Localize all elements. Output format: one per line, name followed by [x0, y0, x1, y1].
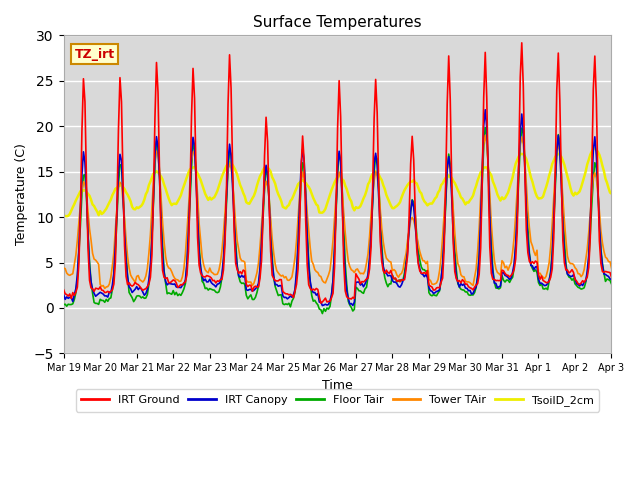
TsoilD_2cm [591, 145, 598, 151]
IRT Canopy [162, 278, 170, 284]
IRT Canopy [404, 248, 412, 254]
IRT Ground [392, 275, 399, 281]
IRT Canopy [75, 246, 83, 252]
IRT Ground [75, 261, 83, 266]
Floor Tair [60, 302, 67, 308]
Line: IRT Canopy: IRT Canopy [63, 110, 612, 306]
Tower TAir [75, 220, 83, 226]
Floor Tair [162, 280, 170, 286]
TsoilD_2cm [403, 184, 410, 190]
TsoilD_2cm [75, 192, 83, 197]
Floor Tair [608, 281, 616, 287]
Tower TAir [373, 173, 381, 179]
TsoilD_2cm [162, 186, 170, 192]
IRT Ground [162, 276, 170, 281]
Floor Tair [75, 249, 83, 255]
IRT Canopy [544, 281, 552, 287]
Floor Tair [404, 242, 412, 248]
IRT Ground [404, 252, 412, 258]
Floor Tair [544, 287, 552, 292]
Floor Tair [373, 156, 381, 162]
Tower TAir [101, 286, 109, 291]
TsoilD_2cm [372, 168, 380, 174]
IRT Ground [373, 110, 381, 116]
Title: Surface Temperatures: Surface Temperatures [253, 15, 422, 30]
Floor Tair [319, 311, 326, 316]
Tower TAir [163, 262, 171, 268]
IRT Canopy [373, 162, 381, 168]
Legend: IRT Ground, IRT Canopy, Floor Tair, Tower TAir, TsoilD_2cm: IRT Ground, IRT Canopy, Floor Tair, Towe… [76, 389, 599, 411]
Line: Tower TAir: Tower TAir [63, 135, 612, 288]
TsoilD_2cm [541, 189, 548, 194]
Tower TAir [404, 237, 412, 243]
Floor Tair [481, 125, 489, 131]
Line: TsoilD_2cm: TsoilD_2cm [63, 148, 612, 217]
IRT Canopy [319, 303, 326, 309]
IRT Ground [518, 40, 525, 46]
IRT Canopy [392, 279, 399, 285]
Tower TAir [544, 267, 552, 273]
IRT Ground [317, 300, 324, 306]
IRT Canopy [481, 107, 489, 113]
Tower TAir [392, 268, 399, 274]
IRT Ground [60, 287, 67, 293]
TsoilD_2cm [60, 214, 67, 220]
TsoilD_2cm [390, 205, 398, 211]
Floor Tair [392, 276, 399, 281]
IRT Ground [544, 280, 552, 286]
Text: TZ_irt: TZ_irt [75, 48, 115, 60]
Y-axis label: Temperature (C): Temperature (C) [15, 144, 28, 245]
Line: Floor Tair: Floor Tair [63, 128, 612, 313]
Tower TAir [60, 265, 67, 271]
IRT Ground [608, 275, 616, 280]
IRT Canopy [608, 276, 616, 282]
IRT Canopy [60, 292, 67, 298]
TsoilD_2cm [608, 191, 616, 196]
X-axis label: Time: Time [322, 379, 353, 392]
Line: IRT Ground: IRT Ground [63, 43, 612, 303]
Tower TAir [481, 132, 489, 138]
Tower TAir [608, 265, 616, 271]
